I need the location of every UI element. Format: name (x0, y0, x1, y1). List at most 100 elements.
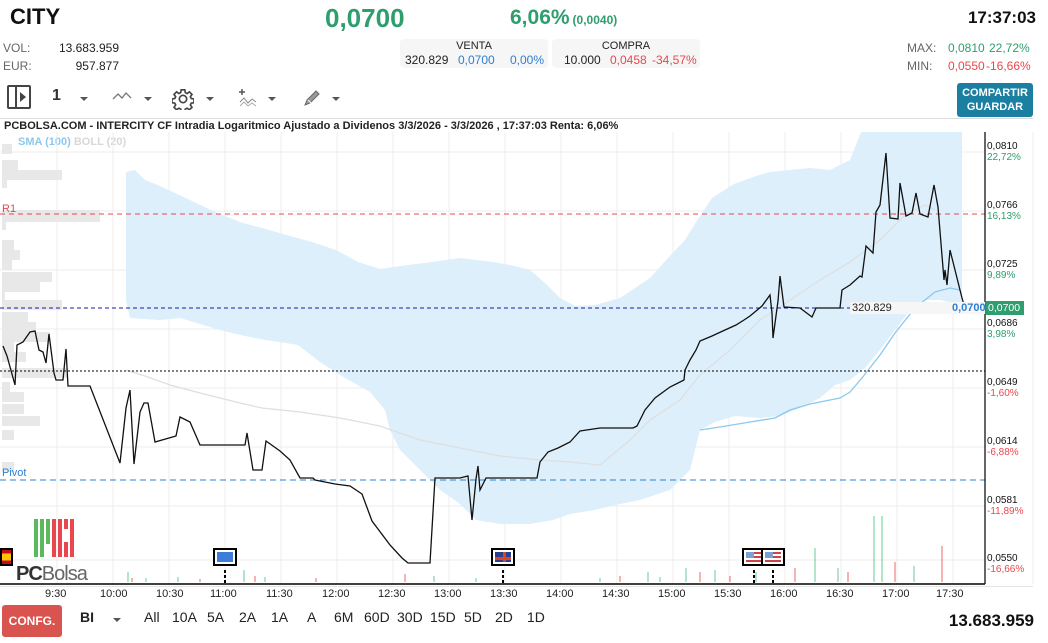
venta-box: VENTA 320.829 0,0700 0,00% (400, 39, 548, 68)
line-chart-type-icon[interactable] (112, 89, 132, 103)
chart-top-border (0, 118, 1033, 119)
bid-qty-label: 320.829 (850, 302, 985, 314)
boll-middle-line (125, 204, 936, 466)
range-5a[interactable]: 5A (207, 609, 225, 625)
draw-caret-icon[interactable] (332, 97, 340, 101)
uk-flag-icon[interactable] (491, 548, 515, 566)
x-tick: 10:00 (100, 588, 128, 600)
range-2d[interactable]: 2D (495, 609, 513, 625)
y-tick-0649: 0,0649 -1,60% (987, 377, 1019, 399)
toggle-panel-button[interactable] (7, 85, 31, 109)
sma-line (699, 287, 961, 431)
compra-qty: 10.000 (564, 53, 601, 67)
change-display: 6,06% (0,0040) (510, 6, 617, 30)
y-tick-0766: 0,0766 16,13% (987, 200, 1021, 222)
range-30d[interactable]: 30D (397, 609, 423, 625)
panel-divider-icon (15, 87, 17, 107)
clock: 17:37:03 (967, 8, 1036, 27)
add-indicator-icon[interactable] (238, 88, 258, 108)
x-tick: 14:30 (602, 588, 630, 600)
gear-icon[interactable] (172, 88, 194, 110)
vol-value: 13.683.959 (58, 41, 119, 55)
min-value: 0,0550 (948, 59, 985, 73)
x-tick: 13:00 (434, 588, 462, 600)
pcbolsa-logo: PCBolsa (16, 563, 88, 585)
volume-bars (127, 516, 943, 582)
x-tick: 9:30 (45, 588, 67, 600)
indicator-caret-icon[interactable] (268, 97, 276, 101)
play-icon (20, 92, 26, 102)
venta-pct: 0,00% (510, 53, 545, 67)
venta-price: 0,0700 (458, 53, 495, 67)
sma-legend[interactable]: SMA (100) (18, 136, 71, 148)
range-1a[interactable]: 1A (271, 609, 289, 625)
y-tick-0614: 0,0614 -6,88% (987, 436, 1019, 458)
compra-price: 0,0458 (610, 53, 647, 67)
x-tick: 13:30 (490, 588, 518, 600)
volume-profile (2, 144, 100, 472)
last-price-inline: 0,0700 (952, 302, 986, 314)
last-price: 0,0700 (325, 3, 405, 33)
range-all[interactable]: All (144, 609, 160, 625)
x-tick: 11:00 (210, 588, 237, 600)
settings-caret-icon[interactable] (206, 97, 214, 101)
share-label[interactable]: COMPARTIR (962, 87, 1028, 99)
min-label: MIN: (907, 59, 933, 73)
max-value: 0,0810 (948, 41, 985, 55)
change-pct: 6,06% (510, 6, 570, 29)
compra-box: COMPRA 10.000 0,0458 -34,57% (552, 39, 700, 68)
eur-label: EUR: (3, 59, 32, 73)
interval-select[interactable]: 1 (52, 87, 61, 104)
range-15d[interactable]: 15D (430, 609, 456, 625)
eur-value: 957.877 (75, 59, 119, 73)
mode-caret-icon[interactable] (113, 618, 121, 622)
chart-type-caret-icon[interactable] (144, 97, 152, 101)
venta-qty: 320.829 (405, 53, 449, 67)
vol-label: VOL: (3, 41, 31, 55)
range-2a[interactable]: 2A (239, 609, 257, 625)
x-tick: 17:00 (882, 588, 910, 600)
chart-title: PCBOLSA.COM - INTERCITY CF Intradia Loga… (4, 120, 619, 132)
y-tick-0581: 0,0581 -11,89% (987, 495, 1024, 517)
draw-tool-icon[interactable] (302, 88, 322, 108)
interval-caret-icon[interactable] (80, 97, 88, 101)
mode-select[interactable]: BI (80, 609, 94, 625)
range-10a[interactable]: 10A (172, 609, 197, 625)
range-6m[interactable]: 6M (334, 609, 354, 625)
price-chart[interactable] (0, 132, 1048, 587)
price-line (2, 152, 966, 564)
save-label[interactable]: GUARDAR (966, 101, 1024, 113)
ticker-symbol: CITY (10, 4, 61, 29)
y-tick-0810: 0,0810 22,72% (987, 141, 1021, 163)
last-price-tag: 0,0700 (986, 301, 1024, 315)
y-tick-0686: 0,0686 3,98% (987, 318, 1018, 340)
range-5d[interactable]: 5D (464, 609, 482, 625)
y-tick-0550: 0,0550 -16,66% (987, 553, 1025, 575)
min-pct: -16,66% (986, 59, 1031, 73)
share-save-button[interactable]: COMPARTIR GUARDAR (957, 83, 1033, 117)
compra-label: COMPRA (601, 40, 651, 52)
x-tick: 17:30 (936, 588, 964, 600)
config-button[interactable]: CONFG. (2, 605, 62, 637)
eu-flag-icon[interactable] (213, 548, 237, 566)
y-tick-0725: 0,0725 9,89% (987, 259, 1018, 281)
max-pct: 22,72% (989, 41, 1030, 55)
total-volume: 13.683.959 (948, 611, 1034, 630)
max-label: MAX: (907, 41, 937, 55)
range-1d[interactable]: 1D (527, 609, 545, 625)
change-abs: (0,0040) (572, 13, 618, 27)
x-tick: 12:00 (322, 588, 350, 600)
pcbolsa-logo-icon (34, 519, 74, 557)
venta-label: VENTA (456, 40, 492, 52)
us-flag-icon-2[interactable] (761, 548, 785, 566)
x-tick: 12:30 (378, 588, 406, 600)
range-a[interactable]: A (307, 609, 317, 625)
x-tick: 14:00 (546, 588, 574, 600)
bollinger-band (126, 132, 962, 524)
spain-flag-icon[interactable] (0, 548, 13, 566)
x-tick: 16:30 (826, 588, 854, 600)
x-tick: 11:30 (266, 588, 293, 600)
range-60d[interactable]: 60D (364, 609, 390, 625)
r1-label: R1 (2, 203, 17, 215)
x-tick: 10:30 (156, 588, 184, 600)
